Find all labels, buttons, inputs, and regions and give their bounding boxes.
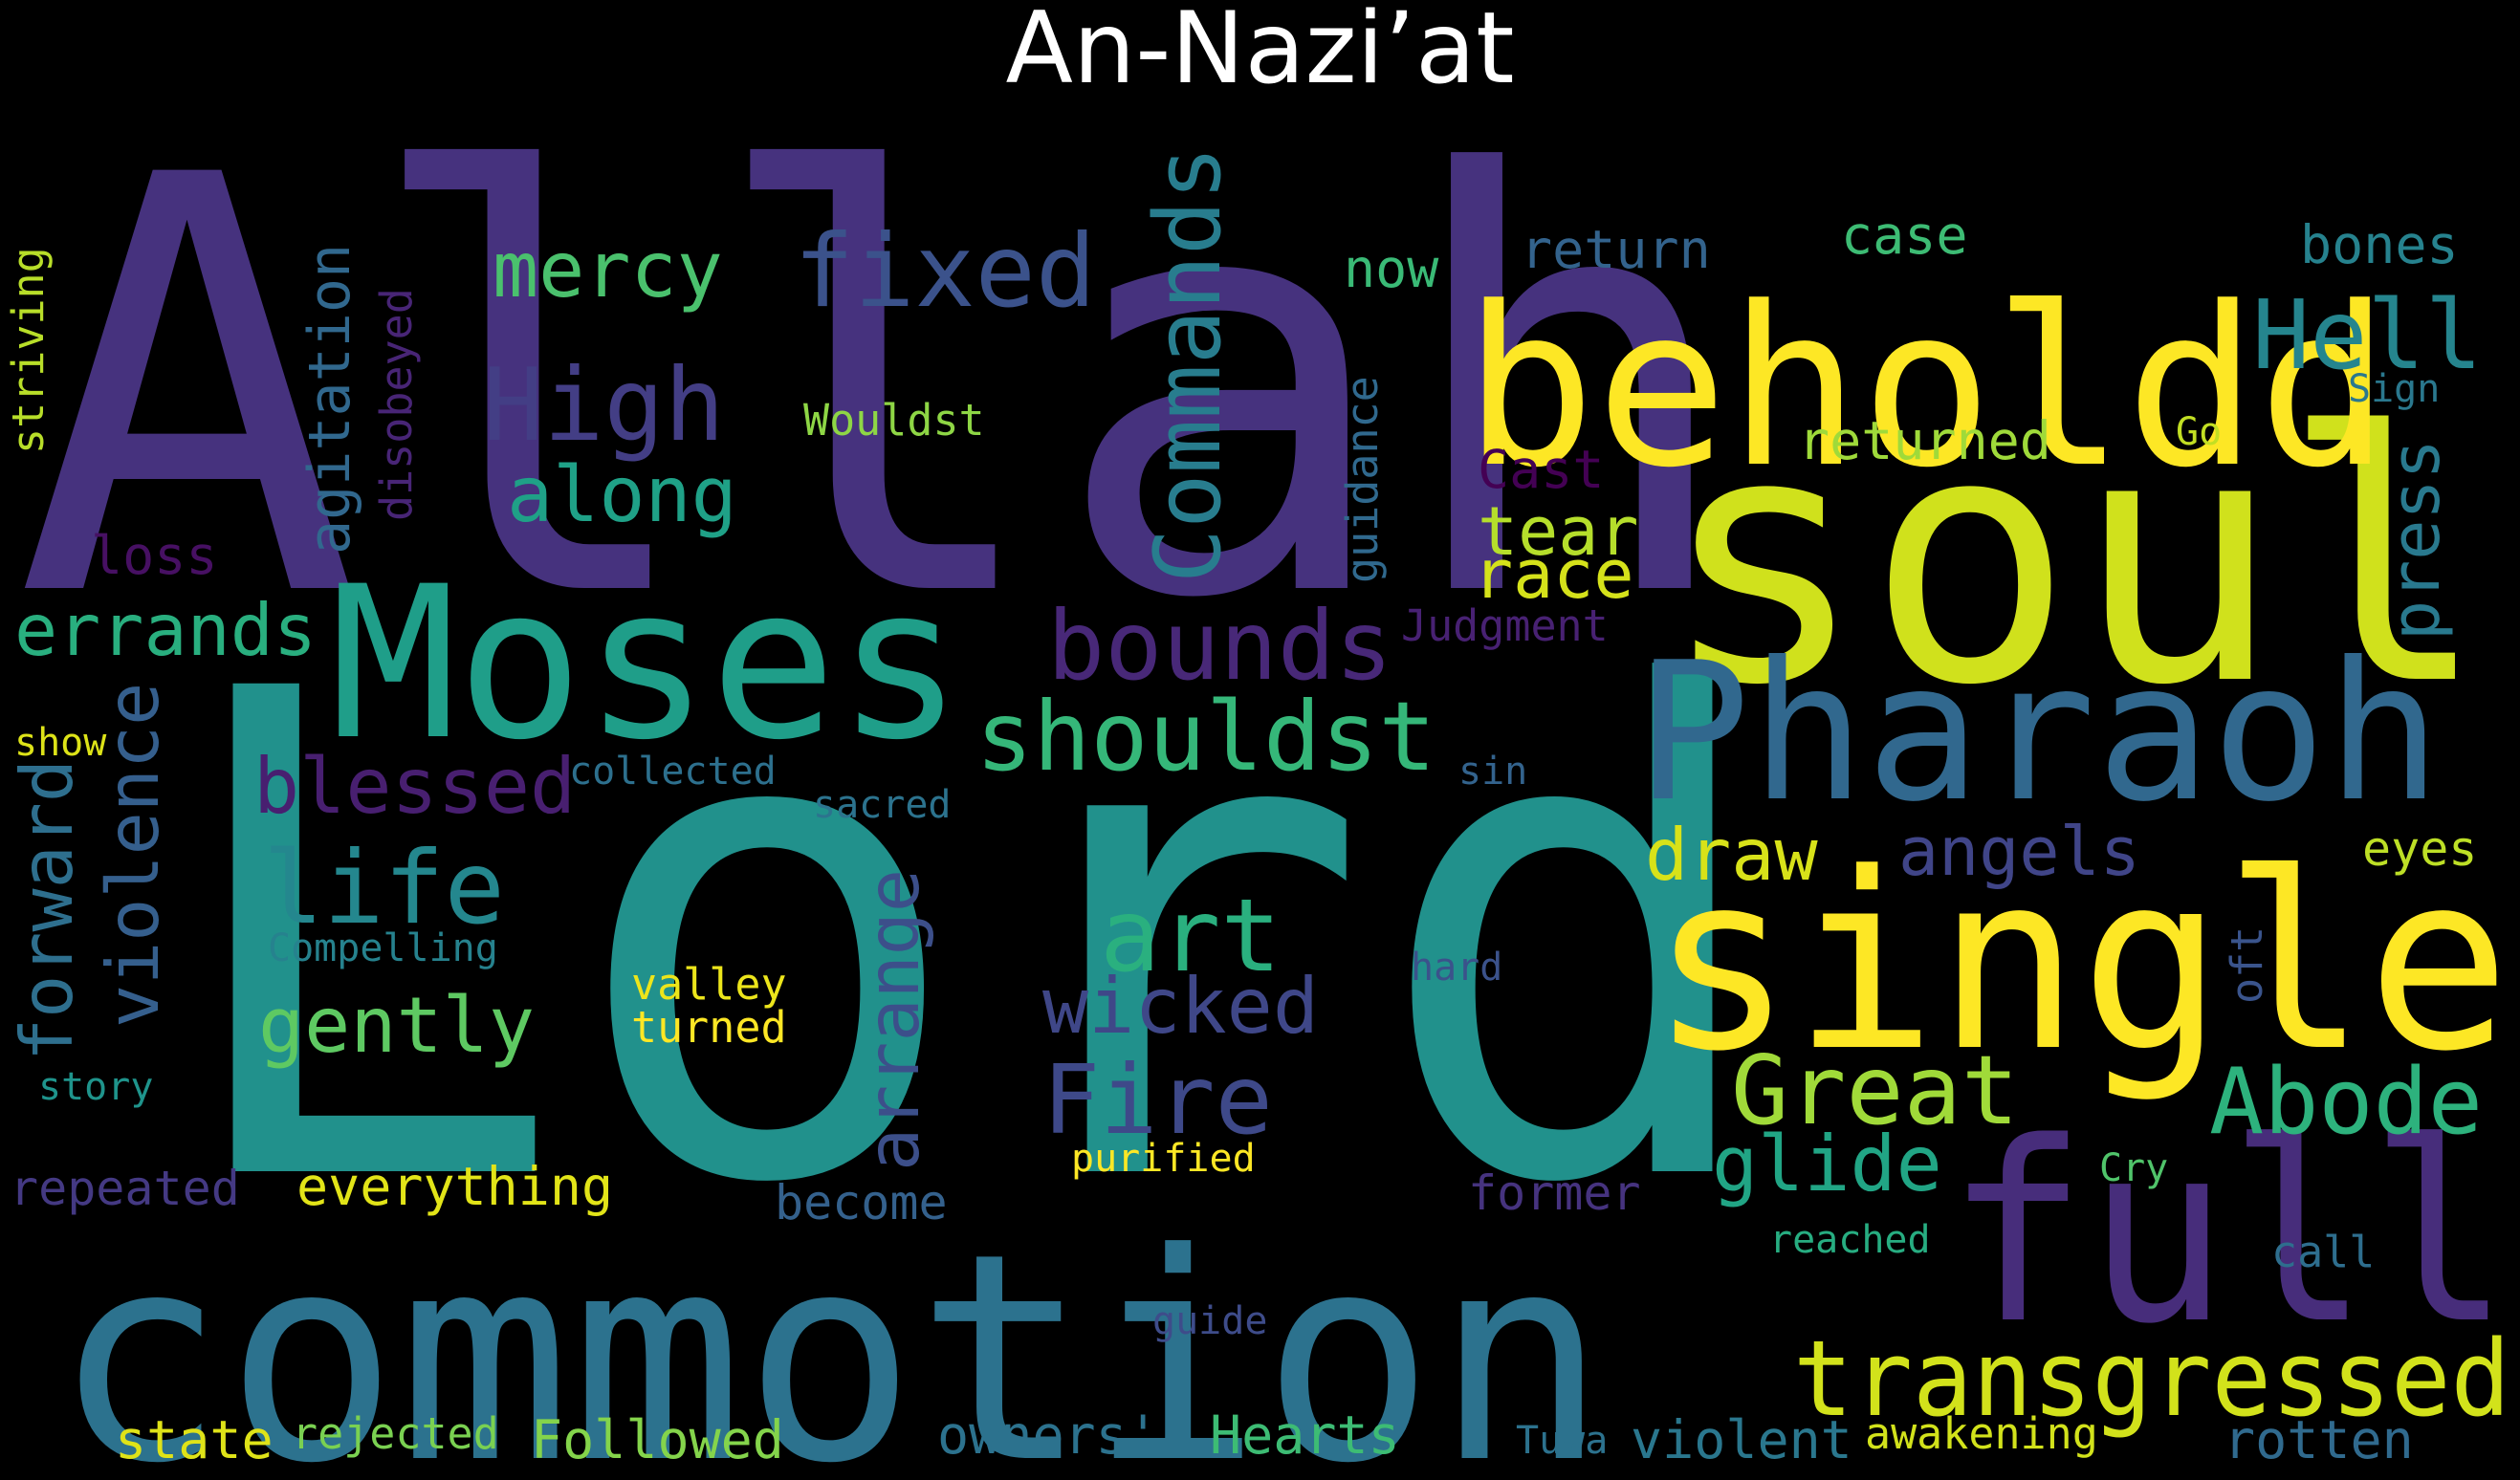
word-errands: errands [14,588,317,672]
word-disobeyed: disobeyed [371,288,422,521]
word-followed: Followed [531,1409,784,1470]
word-compelling: Compelling [268,926,498,970]
word-eyes: eyes [2362,821,2477,877]
word-full: full [1946,1090,2510,1379]
word-lord: Lord [163,551,1775,1330]
word-sign: Sign [2348,367,2440,411]
word-everything: everything [296,1156,613,1217]
word-reached: reached [1769,1218,1931,1262]
word-allah: Allah [14,55,1742,724]
word-transgressed: transgressed [1793,1317,2510,1440]
word-owners: owners' [937,1404,1159,1466]
word-cast: Cast [1478,439,1604,500]
word-case: case [1841,205,1967,266]
word-violence: violence [91,683,175,1028]
word-hell: Hell [2252,279,2483,391]
word-turned: turned [631,1002,787,1053]
word-sin: sin [1458,750,1527,794]
word-blessed: blessed [253,742,576,831]
word-glide: glide [1712,1120,1942,1208]
word-commands: Commands [1136,145,1241,583]
word-violent: violent [1631,1409,1852,1470]
word-fixed: fixed [794,213,1096,330]
word-bones: bones [2300,214,2459,275]
word-high: High [483,347,725,464]
word-now: now [1344,238,1439,299]
word-former: former [1468,1165,1641,1221]
word-press: press [2377,439,2455,641]
word-beholdd: beholdd [1463,261,2390,516]
word-judgment: Judgment [1401,600,1609,651]
word-abode: Abode [2209,1050,2483,1155]
word-become: become [775,1175,948,1230]
word-guide: guide [1152,1299,1267,1343]
word-forward: forward [5,759,89,1061]
word-commotion: commotion [53,1192,1608,1480]
word-rejected: rejected [292,1408,499,1459]
word-cry: Cry [2099,1146,2168,1190]
word-oft: oft [2222,926,2272,1004]
word-story: story [38,1065,153,1109]
word-hearts: Hearts [1210,1404,1400,1466]
word-collected: collected [569,750,777,794]
word-awakening: awakening [1865,1408,2098,1459]
page-title: An-Nazi’at [1005,0,1515,106]
word-angels: angels [1898,813,2140,891]
word-purified: purified [1071,1137,1256,1181]
word-rotten: rotten [2224,1409,2414,1470]
word-go: Go [2176,410,2222,454]
word-tear: tear [1478,492,1639,571]
word-along: along [507,450,737,539]
word-tuwa: Tuwa [1516,1419,1608,1463]
word-repeated: repeated [10,1161,240,1216]
word-wicked: wicked [1042,962,1319,1051]
word-agitation: agitation [296,244,363,555]
word-bounds: bounds [1047,590,1392,702]
word-art: art [1100,878,1282,994]
word-shouldst: shouldst [975,681,1436,793]
word-loss: loss [91,525,217,586]
word-gently: gently [258,981,535,1070]
word-moses: Moses [330,541,963,786]
word-return: return [1521,219,1711,280]
word-great: Great [1731,1034,2019,1146]
word-arrange: arrange [851,869,935,1171]
word-single: single [1650,821,2510,1105]
word-striving: striving [3,247,54,454]
word-hard: hard [1411,946,1502,990]
word-show: show [14,721,107,765]
word-sacred: sacred [813,783,952,827]
word-life: life [263,830,505,947]
word-valley: valley [631,959,787,1010]
word-returned: returned [1798,410,2051,471]
word-wouldst: Wouldst [803,395,985,446]
word-race: race [1473,535,1634,614]
word-draw: draw [1645,813,1818,897]
word-fire: Fire [1042,1044,1273,1156]
word-state: state [115,1409,274,1470]
word-soul: soul [1659,359,2488,760]
word-pharaoh: Pharaoh [1635,621,2442,844]
word-guidance: guidance [1337,376,1388,583]
word-call: call [2271,1227,2375,1277]
word-mercy: mercy [493,226,723,315]
